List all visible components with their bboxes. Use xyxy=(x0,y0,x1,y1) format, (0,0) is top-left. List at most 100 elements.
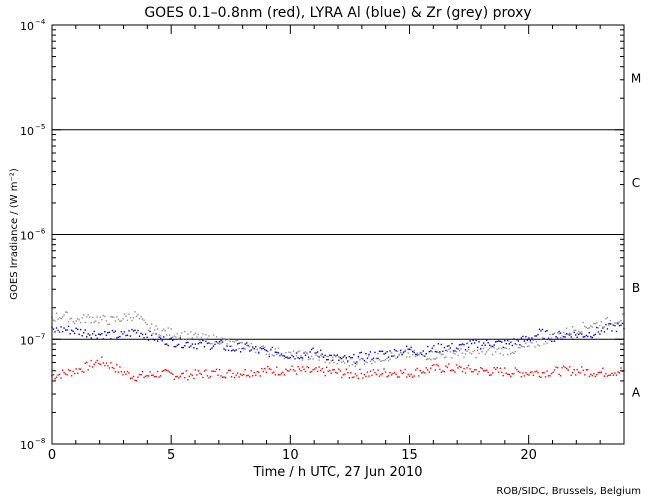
series-1-point xyxy=(75,327,77,330)
series-2-point xyxy=(522,345,524,348)
series-0-point xyxy=(612,374,615,376)
series-0-point xyxy=(173,378,175,381)
series-2-point xyxy=(108,323,111,325)
series-2-point xyxy=(528,345,530,347)
series-1-point xyxy=(430,350,432,352)
series-2-point xyxy=(381,359,384,362)
series-1-point xyxy=(416,354,418,356)
series-2-point xyxy=(491,353,494,356)
series-2-point xyxy=(590,325,592,327)
series-1-point xyxy=(203,346,206,348)
series-0-point xyxy=(357,377,360,380)
series-0-point xyxy=(372,369,375,371)
series-0-point xyxy=(617,371,619,373)
series-1-point xyxy=(199,341,201,344)
series-0-point xyxy=(484,370,486,372)
series-0-point xyxy=(425,367,427,369)
series-1-point xyxy=(255,346,257,348)
series-0-point xyxy=(295,373,298,375)
series-1-point xyxy=(111,329,114,332)
series-0-point xyxy=(82,371,85,373)
series-2-point xyxy=(427,358,429,360)
series-2-point xyxy=(390,352,393,354)
series-2-point xyxy=(271,354,274,356)
series-0-point xyxy=(570,374,572,377)
series-1-point xyxy=(547,337,550,340)
series-1-point xyxy=(264,348,266,351)
series-0-point xyxy=(218,368,221,371)
series-2-point xyxy=(401,352,403,354)
series-0-point xyxy=(170,372,172,374)
series-2-point xyxy=(122,318,124,320)
series-2-point xyxy=(461,352,464,355)
series-0-point xyxy=(230,376,233,378)
series-0-point xyxy=(495,368,497,371)
series-2-point xyxy=(170,328,172,330)
series-1-point xyxy=(315,352,317,354)
series-0-point xyxy=(252,375,254,377)
series-1-point xyxy=(328,354,331,356)
series-2-point xyxy=(291,354,293,356)
series-0-point xyxy=(310,370,313,373)
series-0-point xyxy=(144,375,147,378)
series-2-point xyxy=(193,334,195,336)
series-1-point xyxy=(493,344,495,346)
series-0-point xyxy=(57,374,59,376)
series-0-point xyxy=(478,370,480,373)
series-2-point xyxy=(546,342,548,344)
series-1-point xyxy=(618,324,621,327)
series-1-point xyxy=(581,333,583,335)
series-0-point xyxy=(419,370,421,372)
series-2-point xyxy=(481,351,483,353)
series-0-point xyxy=(439,368,441,371)
x-tick-label: 5 xyxy=(167,448,175,463)
series-2-point xyxy=(303,351,305,354)
series-1-point xyxy=(173,345,175,348)
series-2-point xyxy=(328,362,331,364)
series-2-point xyxy=(301,359,304,361)
series-0-point xyxy=(362,377,364,379)
series-2-point xyxy=(250,342,252,345)
series-0-point xyxy=(179,375,181,378)
series-2-point xyxy=(141,318,144,320)
series-0-point xyxy=(161,370,163,373)
series-2-point xyxy=(582,321,584,324)
series-1-point xyxy=(170,337,172,339)
series-0-point xyxy=(363,373,366,376)
series-0-point xyxy=(485,369,488,371)
series-2-point xyxy=(374,361,376,363)
series-1-point xyxy=(534,335,536,337)
series-1-point xyxy=(325,359,328,361)
series-1-point xyxy=(531,337,533,339)
series-1-point xyxy=(543,337,545,340)
series-2-point xyxy=(350,357,352,360)
series-2-point xyxy=(84,321,86,324)
series-0-point xyxy=(433,364,435,366)
series-1-point xyxy=(303,352,305,354)
series-0-point xyxy=(516,368,518,371)
series-0-point xyxy=(540,376,542,379)
series-0-point xyxy=(412,376,414,378)
series-1-point xyxy=(147,339,150,341)
series-0-point xyxy=(588,375,590,378)
series-1-point xyxy=(98,333,100,335)
series-2-point xyxy=(282,355,284,357)
series-2-point xyxy=(573,329,575,332)
series-2-point xyxy=(125,315,127,317)
series-0-point xyxy=(466,367,468,369)
series-2-point xyxy=(310,355,313,358)
series-1-point xyxy=(359,352,361,354)
series-0-point xyxy=(424,372,426,374)
series-0-point xyxy=(434,369,437,371)
series-1-point xyxy=(437,343,440,345)
series-2-point xyxy=(558,333,560,335)
series-2-point xyxy=(316,355,319,357)
series-0-point xyxy=(416,367,418,370)
series-0-point xyxy=(283,374,286,376)
series-0-point xyxy=(253,371,255,374)
series-1-point xyxy=(590,336,592,338)
series-1-point xyxy=(54,331,56,333)
series-1-point xyxy=(535,335,538,337)
series-1-point xyxy=(245,342,248,344)
